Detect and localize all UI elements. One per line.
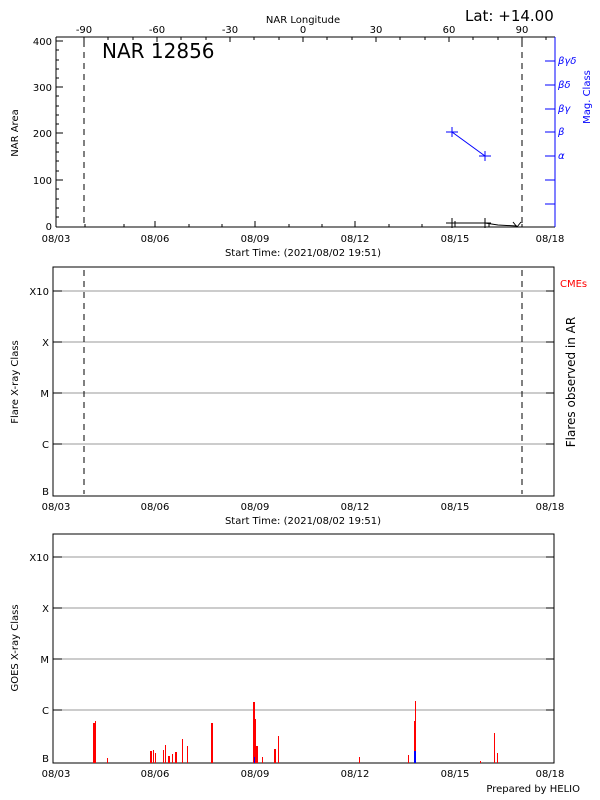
x-axis-label: Start Time: (2021/08/02 19:51) [225,516,381,527]
x-tick-label: 08/12 [341,502,370,513]
right-axis-label: Flares observed in AR [564,317,578,447]
top-tick-label: 30 [370,25,383,36]
top-tick-label: -90 [76,25,92,36]
chart-title: NAR 12856 [102,39,215,63]
y-tick-label: B [42,754,49,765]
y-tick-label: X [42,604,49,615]
cme-legend: CMEs [560,279,587,290]
y-tick-label: 200 [33,129,52,140]
top-tick-label: 0 [300,25,306,36]
x-tick-label: 08/15 [441,502,470,513]
footer-credit: Prepared by HELIO [486,784,580,795]
mag-class-tick: β [557,127,565,138]
y-tick-label: 0 [46,222,52,233]
y-tick-label: M [40,655,49,666]
y-axis-label: Flare X-ray Class [10,340,21,424]
x-tick-label: 08/18 [536,234,565,245]
x-tick-label: 08/06 [141,502,170,513]
right-axis-label: Mag. Class [582,70,593,124]
y-tick-label: X10 [29,553,49,564]
mag-class-tick: α [558,151,565,162]
y-axis-label: NAR Area [10,109,21,156]
x-tick-label: 08/06 [141,234,170,245]
panel-flare-class: B C M X X10 Flare X-ray Class CMEs Flare… [10,266,587,527]
x-tick-label: 08/15 [441,234,470,245]
goes-flare-bars-blue [254,751,416,763]
y-axis-label: GOES X-ray Class [10,604,21,691]
top-tick-label: -60 [149,25,165,36]
y-tick-label: C [42,440,49,451]
latitude-label: Lat: +14.00 [465,7,554,25]
x-tick-label: 08/03 [42,234,71,245]
goes-flare-bars [93,701,498,763]
y-tick-label: 400 [33,37,52,48]
x-tick-label: 08/09 [241,769,270,780]
x-tick-label: 08/18 [536,502,565,513]
panel-nar-area: Lat: +14.00 NAR Longitude -90 -60 -30 0 … [10,7,593,259]
y-tick-label: C [42,706,49,717]
x-tick-label: 08/15 [441,769,470,780]
mag-class-tick: βγ [557,104,571,115]
top-tick-label: 60 [443,25,456,36]
top-tick-label: 90 [516,25,529,36]
y-tick-label: X [42,338,49,349]
y-tick-label: 300 [33,83,52,94]
x-axis-label: Start Time: (2021/08/02 19:51) [225,248,381,259]
x-tick-label: 08/09 [241,502,270,513]
panel-goes-class: B C M X X10 GOES X-ray Class 08/03 08/06… [10,533,580,795]
y-tick-label: B [42,487,49,498]
mag-class-tick: βγδ [557,56,576,67]
x-tick-label: 08/03 [42,502,71,513]
x-tick-label: 08/12 [341,769,370,780]
x-tick-label: 08/12 [341,234,370,245]
top-tick-label: -30 [222,25,238,36]
x-tick-label: 08/09 [241,234,270,245]
y-tick-label: M [40,389,49,400]
x-tick-label: 08/18 [536,769,565,780]
y-tick-label: X10 [29,287,49,298]
mag-class-tick: βδ [557,80,571,91]
x-tick-label: 08/03 [42,769,71,780]
y-tick-label: 100 [33,176,52,187]
top-axis-label: NAR Longitude [266,15,340,26]
x-tick-label: 08/06 [141,769,170,780]
